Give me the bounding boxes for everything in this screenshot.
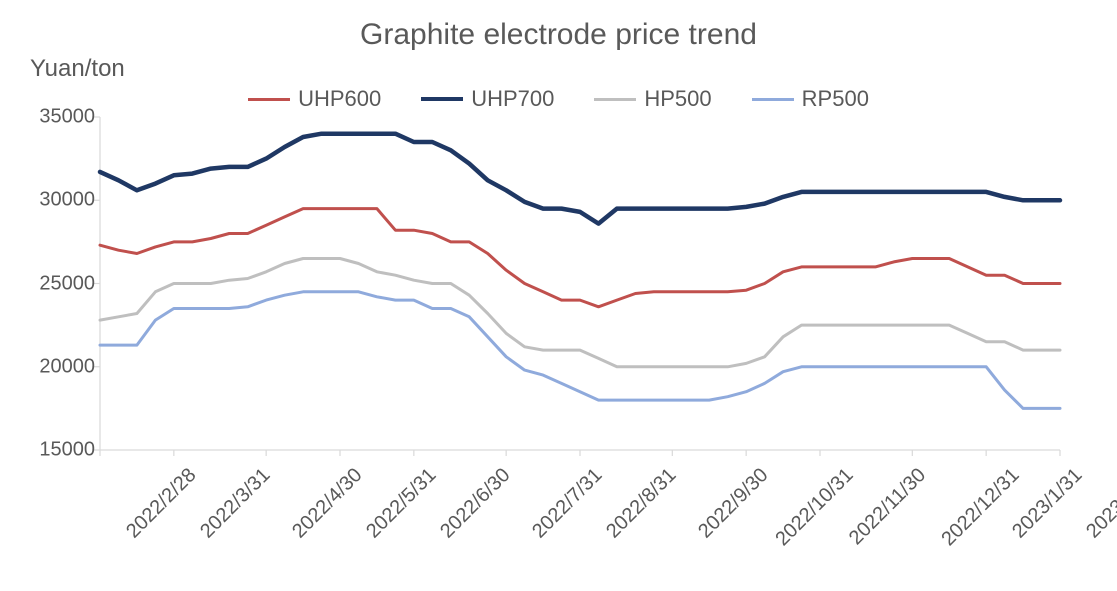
- series-line-uhp600: [100, 209, 1060, 307]
- y-tick-label: 15000: [39, 439, 95, 462]
- y-tick-label: 30000: [39, 189, 95, 212]
- y-tick-label: 20000: [39, 355, 95, 378]
- y-tick-label: 35000: [39, 106, 95, 129]
- y-tick-label: 25000: [39, 272, 95, 295]
- series-line-uhp700: [100, 134, 1060, 224]
- price-trend-chart: Graphite electrode price trend Yuan/ton …: [0, 0, 1117, 591]
- series-line-hp500: [100, 259, 1060, 367]
